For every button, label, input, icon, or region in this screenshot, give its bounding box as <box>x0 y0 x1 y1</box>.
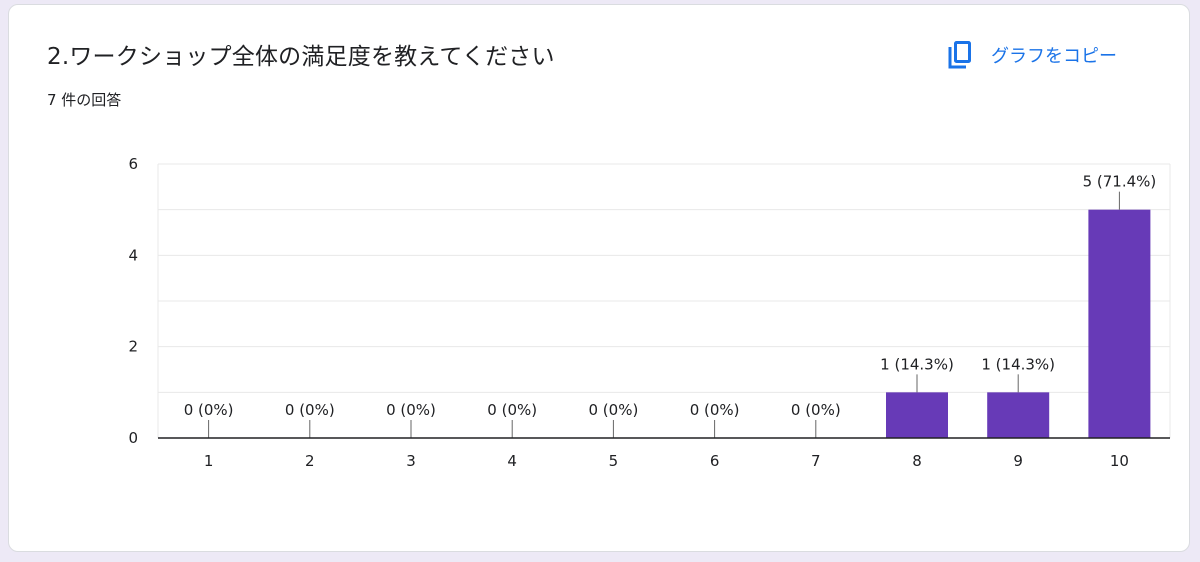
x-tick-label: 9 <box>1013 452 1023 470</box>
data-label-1: 0 (0%) <box>184 401 234 419</box>
x-tick-label: 3 <box>406 452 416 470</box>
x-tick-label: 10 <box>1110 452 1129 470</box>
y-tick-label: 2 <box>128 338 138 356</box>
question-title: 2.ワークショップ全体の満足度を教えてください <box>47 44 555 70</box>
x-tick-label: 8 <box>912 452 922 470</box>
bar-8 <box>886 392 948 438</box>
y-tick-label: 6 <box>128 155 138 173</box>
x-tick-label: 4 <box>507 452 517 470</box>
data-label-10: 5 (71.4%) <box>1083 173 1157 191</box>
data-label-4: 0 (0%) <box>487 401 537 419</box>
bar-10 <box>1088 209 1151 438</box>
copy-chart-button[interactable]: グラフをコピー <box>947 35 1117 75</box>
x-tick-label: 7 <box>811 452 821 470</box>
x-tick-label: 5 <box>609 452 619 470</box>
x-tick-label: 2 <box>305 452 315 470</box>
copy-icon <box>947 40 973 70</box>
x-tick-label: 6 <box>710 452 720 470</box>
chart-card: 2.ワークショップ全体の満足度を教えてください 7 件の回答 グラフをコピー <box>8 4 1190 552</box>
data-label-2: 0 (0%) <box>285 401 335 419</box>
response-count: 7 件の回答 <box>47 91 122 109</box>
data-label-7: 0 (0%) <box>791 401 841 419</box>
data-label-6: 0 (0%) <box>690 401 740 419</box>
data-label-3: 0 (0%) <box>386 401 436 419</box>
data-label-8: 1 (14.3%) <box>880 355 954 373</box>
copy-chart-label: グラフをコピー <box>991 46 1117 67</box>
y-tick-label: 4 <box>128 246 138 264</box>
bar-9 <box>987 392 1050 438</box>
data-label-5: 0 (0%) <box>588 401 638 419</box>
y-tick-label: 0 <box>128 429 138 447</box>
data-label-9: 1 (14.3%) <box>981 355 1055 373</box>
x-tick-label: 1 <box>204 452 214 470</box>
